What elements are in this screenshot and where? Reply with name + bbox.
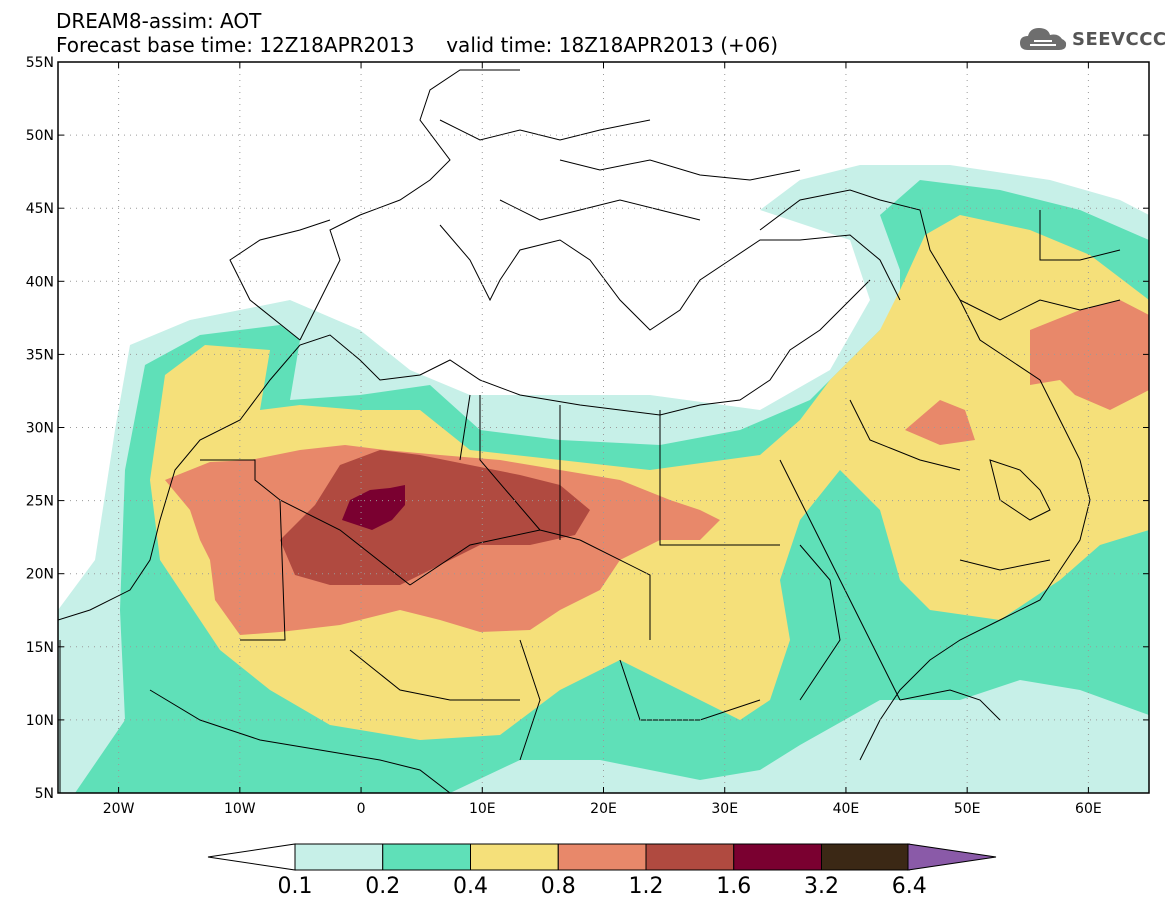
colorbar-label: 0.2 bbox=[365, 874, 400, 899]
lon-tick-label: 10E bbox=[469, 801, 496, 817]
colorbar-cell bbox=[557, 843, 647, 871]
lon-tick-label: 40E bbox=[833, 801, 860, 817]
lat-tick-label: 55N bbox=[26, 55, 54, 71]
colorbar-cell bbox=[294, 843, 384, 871]
axis-labels: 55N 50N 45N 40N 35N 30N 25N 20N 15N 10N 5N 20W 10W 0 1… bbox=[26, 55, 1102, 817]
colorbar-label: 3.2 bbox=[804, 874, 839, 899]
colorbar-cell bbox=[470, 843, 559, 871]
coastlines bbox=[58, 69, 1091, 793]
map-title: DREAM8-assim: AOT bbox=[56, 9, 262, 33]
seevccc-logo: SEEVCCC bbox=[1018, 24, 1165, 54]
colorbar-label: 1.6 bbox=[716, 874, 751, 899]
aot-band-1.2 bbox=[280, 450, 590, 585]
lon-tick-label: 20W bbox=[103, 801, 135, 817]
colorbar-over-triangle bbox=[907, 843, 997, 871]
lat-tick-label: 5N bbox=[35, 786, 54, 802]
colorbar-cell bbox=[382, 843, 471, 871]
colorbar-label: 0.8 bbox=[541, 874, 576, 899]
lat-tick-label: 20N bbox=[26, 567, 54, 583]
aot-field bbox=[58, 62, 1149, 793]
colorbar-label: 0.1 bbox=[278, 874, 313, 899]
aot-band-1.6 bbox=[342, 485, 405, 530]
lat-tick-label: 40N bbox=[26, 274, 54, 290]
lon-tick-label: 30E bbox=[711, 801, 738, 817]
colorbar-label: 1.2 bbox=[629, 874, 664, 899]
logo-text: SEEVCCC bbox=[1072, 28, 1165, 50]
lat-tick-label: 30N bbox=[26, 421, 54, 437]
lat-tick-label: 25N bbox=[26, 494, 54, 510]
colorbar-cell bbox=[821, 843, 910, 871]
colorbar: 0.1 0.2 0.4 0.8 1.2 1.6 3.2 6.4 bbox=[207, 843, 997, 899]
colorbar-label: 0.4 bbox=[453, 874, 488, 899]
colorbar-under-triangle bbox=[207, 843, 296, 871]
lat-tick-label: 45N bbox=[26, 201, 54, 217]
aot-band-0.8-east bbox=[905, 300, 1149, 445]
lat-tick-label: 50N bbox=[26, 128, 54, 144]
colorbar-cell bbox=[645, 843, 735, 871]
lon-tick-label: 20E bbox=[590, 801, 617, 817]
axis-ticks bbox=[58, 61, 1149, 794]
lon-tick-label: 60E bbox=[1075, 801, 1102, 817]
lat-tick-label: 35N bbox=[26, 347, 54, 363]
lon-tick-label: 50E bbox=[954, 801, 981, 817]
lat-tick-label: 10N bbox=[26, 713, 54, 729]
colorbar-label: 6.4 bbox=[892, 874, 927, 899]
country-borders bbox=[200, 119, 1121, 761]
cloud-icon bbox=[1020, 28, 1067, 50]
lon-tick-label: 0 bbox=[357, 801, 366, 817]
lon-tick-label: 10W bbox=[224, 801, 256, 817]
colorbar-cell bbox=[733, 843, 822, 871]
lat-tick-label: 15N bbox=[26, 640, 54, 656]
map-subtitle: Forecast base time: 12Z18APR2013 valid t… bbox=[56, 33, 779, 57]
